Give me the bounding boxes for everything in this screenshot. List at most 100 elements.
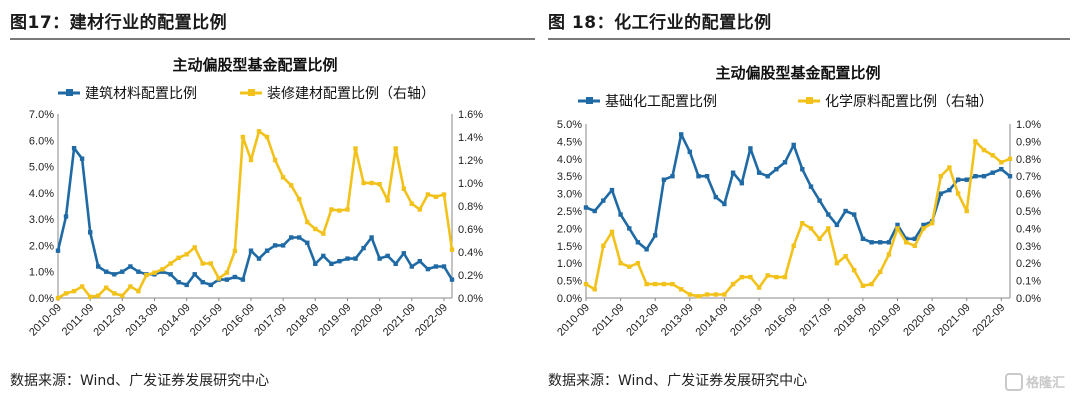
series-0-point <box>449 277 455 282</box>
series-0-point <box>687 149 692 154</box>
series-1-point <box>449 247 455 252</box>
series-0-point <box>886 240 892 245</box>
series-0-point <box>377 256 382 261</box>
series-0-point <box>385 253 390 259</box>
series-0-point <box>912 236 917 241</box>
series-0-point <box>168 272 173 277</box>
series-1-point <box>653 281 658 287</box>
series-1-point <box>313 226 318 232</box>
series-1-point <box>609 229 615 235</box>
legend-label-0: 建筑材料配置比例 <box>85 85 197 101</box>
series-0-point <box>280 243 286 248</box>
series-1-point <box>713 292 718 297</box>
series-0-point <box>345 256 350 261</box>
series-0-point <box>774 167 779 172</box>
series-1-point <box>826 226 831 231</box>
series-0-point <box>71 146 77 151</box>
series-1-point <box>256 129 262 134</box>
series-1-point <box>63 291 69 296</box>
series-0-point <box>96 264 101 269</box>
series-0-point <box>921 222 926 228</box>
series-1-point <box>1007 156 1013 161</box>
series-1-point <box>88 294 93 300</box>
series-1-point <box>176 255 181 260</box>
series-0-point <box>55 248 61 253</box>
series-0-point <box>88 230 93 235</box>
series-1-point <box>248 157 254 163</box>
series-0-point <box>248 248 254 253</box>
series-0-point <box>670 174 675 179</box>
series-0-point <box>791 142 796 148</box>
right-axis-tick-label: 1.2% <box>458 155 483 167</box>
series-1-point <box>843 254 848 259</box>
series-1-point <box>353 146 358 151</box>
series-1-point <box>644 281 649 287</box>
chart-background <box>10 46 535 364</box>
series-0-point <box>369 235 374 240</box>
series-1-point <box>112 291 117 296</box>
series-1-point <box>955 191 961 196</box>
series-1-point <box>385 198 390 203</box>
series-0-point <box>990 170 995 175</box>
series-1-point <box>240 134 246 140</box>
series-0-point <box>441 264 447 269</box>
series-1-point <box>869 281 874 287</box>
series-0-point <box>748 146 753 151</box>
series-1-point <box>280 175 286 180</box>
series-0-point <box>730 170 736 175</box>
series-0-point <box>264 248 270 253</box>
series-0-point <box>679 132 684 137</box>
right-axis-tick-label: 0.8% <box>458 201 483 213</box>
source-note-left: 数据来源：Wind、广发证券发展研究中心 <box>10 373 270 389</box>
series-0-point <box>136 269 141 274</box>
series-0-point <box>722 201 727 207</box>
series-0-point <box>704 174 710 179</box>
series-0-point <box>756 170 762 175</box>
series-1-point <box>104 285 109 290</box>
series-1-point <box>635 261 641 266</box>
series-1-point <box>361 180 366 186</box>
series-0-point <box>817 198 822 203</box>
series-0-point <box>79 156 85 161</box>
chart-title: 主动偏股型基金配置比例 <box>172 56 337 74</box>
left-axis-tick-label: 3.5% <box>557 171 582 183</box>
series-1-point <box>337 208 342 213</box>
watermark-logo-icon <box>1005 373 1023 391</box>
series-1-point <box>817 236 822 241</box>
right-axis-tick-label: 0.0% <box>458 293 483 305</box>
series-1-point <box>369 180 374 186</box>
series-0-point <box>329 261 334 266</box>
series-0-point <box>653 233 658 238</box>
series-1-point <box>852 268 857 273</box>
series-0-point <box>433 264 439 269</box>
right-axis-tick-label: 0.6% <box>1016 189 1041 201</box>
left-axis-tick-label: 4.0% <box>557 154 582 166</box>
watermark: 格隆汇 <box>1005 372 1065 391</box>
series-0-point <box>895 222 900 228</box>
series-1-point <box>601 243 606 248</box>
series-1-point <box>409 201 414 206</box>
series-1-point <box>756 285 762 290</box>
series-1-point <box>782 274 788 280</box>
series-0-point <box>112 272 117 277</box>
series-1-point <box>878 269 883 275</box>
series-1-point <box>264 134 270 140</box>
series-1-point <box>730 281 736 287</box>
series-0-point <box>618 212 623 217</box>
series-1-point <box>168 261 173 266</box>
series-0-point <box>184 282 189 288</box>
left-axis-tick-label: 4.5% <box>557 136 582 148</box>
series-1-point <box>345 207 350 212</box>
series-1-point <box>136 288 141 294</box>
series-1-point <box>192 245 197 250</box>
series-1-point <box>670 281 675 287</box>
left-axis-tick-label: 5.0% <box>29 162 54 174</box>
right-axis-tick-label: 0.5% <box>1016 206 1041 218</box>
legend-swatch-marker-1 <box>806 97 813 104</box>
left-axis-tick-label: 3.0% <box>557 189 582 201</box>
series-1-point <box>791 243 796 248</box>
series-1-point <box>592 287 597 292</box>
series-0-point <box>635 240 641 245</box>
series-1-point <box>912 243 917 248</box>
series-0-point <box>765 174 770 179</box>
